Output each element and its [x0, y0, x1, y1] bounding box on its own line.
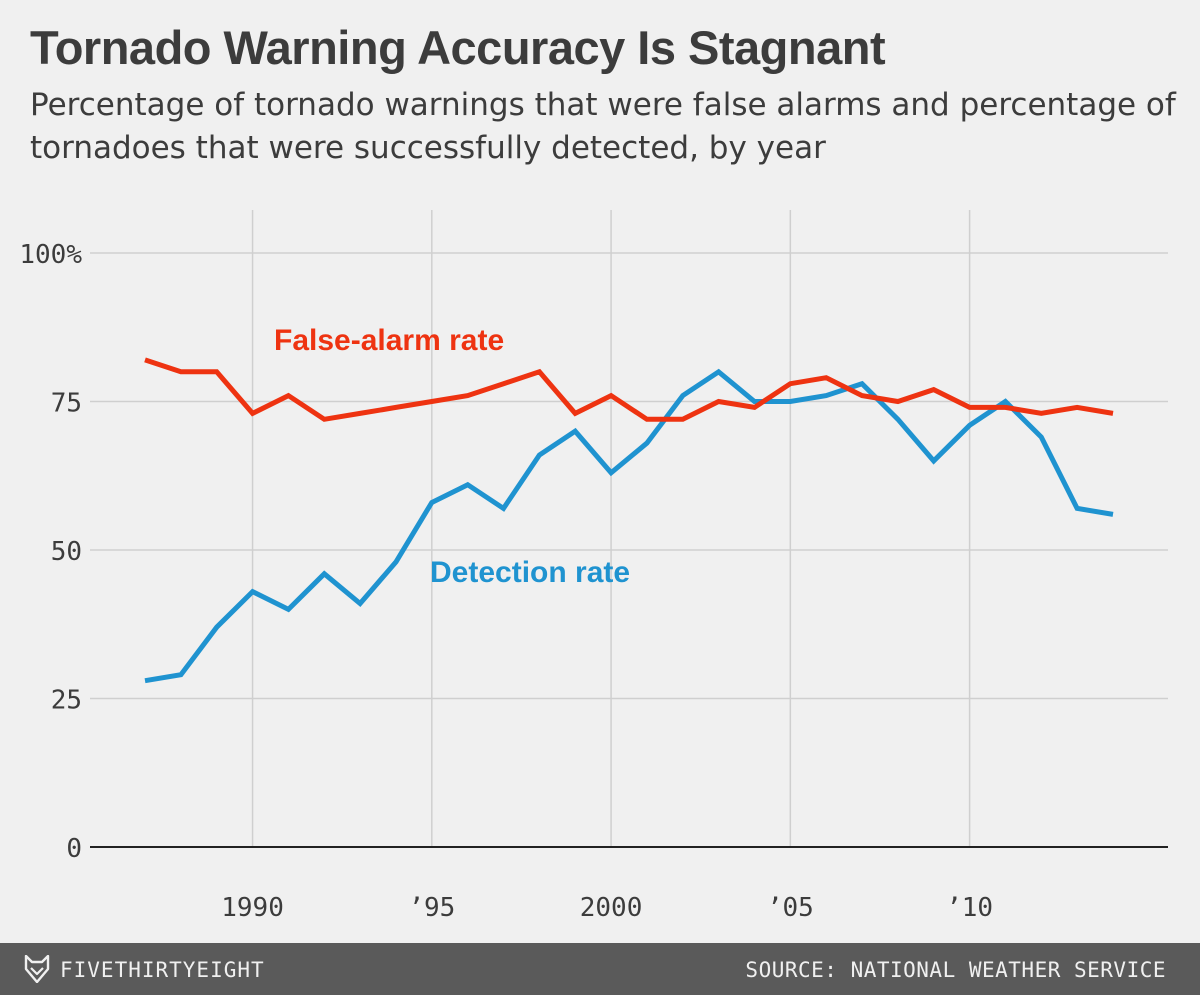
series-line-false-alarm — [144, 357, 1114, 422]
label-layer: False-alarm rate Detection rate — [274, 324, 630, 589]
series-line-detection — [144, 368, 1114, 684]
source-note: SOURCE: NATIONAL WEATHER SERVICE — [745, 958, 1166, 982]
series-layer — [144, 357, 1114, 684]
y-tick-label-100: 100% — [19, 240, 82, 270]
y-tick-label-75: 75 — [51, 389, 82, 419]
series-label-detection: Detection rate — [430, 556, 630, 589]
footer-bar: FIVETHIRTYEIGHT SOURCE: NATIONAL WEATHER… — [0, 943, 1200, 995]
x-tick-label-1990: 1990 — [221, 893, 284, 923]
chart-title: Tornado Warning Accuracy Is Stagnant — [30, 21, 886, 74]
fox-logo-icon — [24, 955, 50, 983]
line-chart: 0 25 50 75 100% 1990 ’95 2000 ’05 ’10 False-alarm… — [19, 210, 1168, 923]
x-tick-label-2005: ’05 — [767, 893, 814, 923]
x-tick-label-2000: 2000 — [580, 893, 643, 923]
grid-layer: 0 25 50 75 100% 1990 ’95 2000 ’05 ’10 — [19, 210, 1168, 923]
y-tick-label-50: 50 — [51, 537, 82, 567]
y-tick-label-25: 25 — [51, 686, 82, 716]
y-tick-label-0: 0 — [66, 834, 82, 864]
series-label-false-alarm: False-alarm rate — [274, 324, 504, 357]
brand-name: FIVETHIRTYEIGHT — [60, 958, 265, 982]
chart-subtitle: Percentage of tornado warnings that were… — [30, 87, 1176, 166]
x-tick-label-1995: ’95 — [408, 893, 455, 923]
x-tick-label-2010: ’10 — [946, 893, 993, 923]
